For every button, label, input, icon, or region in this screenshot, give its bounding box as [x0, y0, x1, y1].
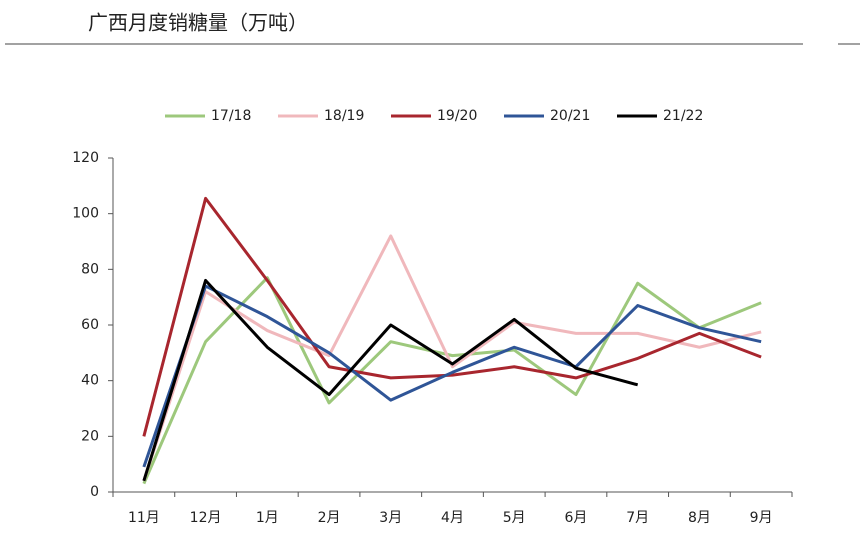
x-tick-label: 5月	[503, 510, 526, 526]
y-tick-label: 120	[72, 150, 99, 166]
x-tick-label: 9月	[750, 510, 773, 526]
y-tick-label: 20	[81, 428, 99, 444]
x-tick-label: 3月	[379, 510, 402, 526]
chart-title: 广西月度销糖量（万吨）	[88, 11, 308, 35]
legend-label: 21/22	[663, 108, 703, 124]
legend-label: 18/19	[324, 108, 364, 124]
series-line	[142, 276, 762, 485]
series-line	[142, 278, 639, 482]
x-tick-label: 11月	[128, 510, 160, 526]
y-tick-label: 100	[72, 206, 99, 222]
y-tick-label: 0	[90, 484, 99, 500]
y-tick-label: 40	[81, 373, 99, 389]
x-tick-label: 2月	[318, 510, 341, 526]
legend-label: 19/20	[437, 108, 477, 124]
x-tick-label: 8月	[688, 510, 711, 526]
series-line	[142, 284, 762, 468]
y-tick-label: 60	[81, 317, 99, 333]
legend-label: 20/21	[550, 108, 590, 124]
series-line	[142, 234, 762, 482]
x-tick-label: 12月	[190, 510, 222, 526]
x-tick-label: 7月	[626, 510, 649, 526]
series-line	[142, 196, 762, 437]
x-tick-label: 4月	[441, 510, 464, 526]
x-tick-label: 6月	[564, 510, 587, 526]
legend-label: 17/18	[211, 108, 251, 124]
x-tick-label: 1月	[256, 510, 279, 526]
y-tick-label: 80	[81, 261, 99, 277]
